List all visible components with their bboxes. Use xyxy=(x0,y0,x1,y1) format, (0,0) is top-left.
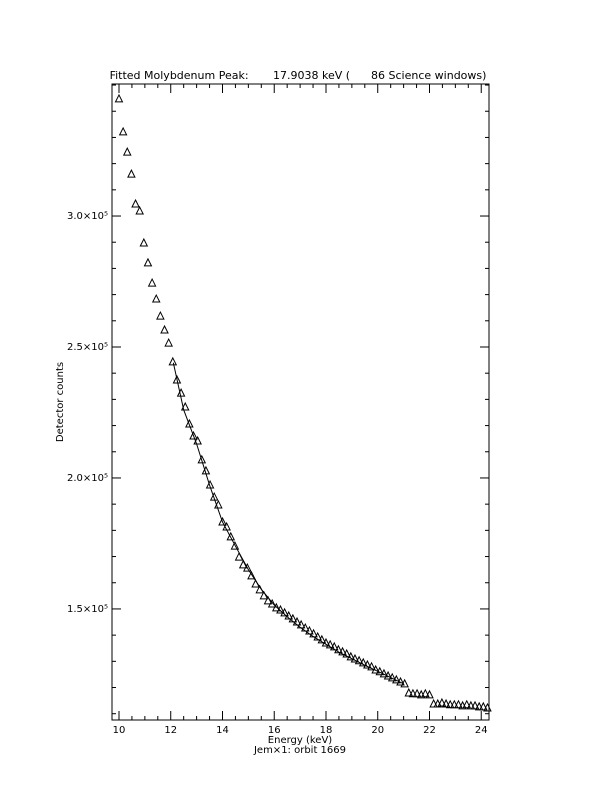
data-point xyxy=(160,324,169,334)
data-point xyxy=(445,699,455,709)
data-point xyxy=(180,401,190,411)
data-point xyxy=(317,634,327,644)
data-point xyxy=(478,701,488,711)
x-tick-label: 22 xyxy=(423,725,436,736)
fit-line xyxy=(172,362,404,685)
data-point xyxy=(454,699,463,709)
data-point xyxy=(425,689,434,699)
data-point xyxy=(168,356,178,366)
data-point xyxy=(334,644,343,654)
x-tick-label: 14 xyxy=(216,725,229,736)
data-point xyxy=(284,610,294,620)
data-point xyxy=(172,374,182,384)
data-point xyxy=(408,688,418,698)
data-point xyxy=(350,653,360,663)
data-point xyxy=(441,698,451,708)
x-tick-label: 18 xyxy=(320,725,333,736)
data-point xyxy=(267,598,277,608)
data-point xyxy=(325,639,335,649)
data-point xyxy=(338,646,347,656)
data-point xyxy=(147,277,157,287)
data-point xyxy=(437,697,447,707)
data-point xyxy=(321,637,331,647)
data-point xyxy=(189,430,198,440)
chart-title: Fitted Molybdenum Peak: 17.9038 keV ( 86… xyxy=(110,69,487,82)
y-tick-label: 1.5×10⁵ xyxy=(67,604,108,615)
y-axis-label: Detector counts xyxy=(55,362,66,442)
y-tick-label: 2.0×10⁵ xyxy=(67,473,108,484)
data-point xyxy=(151,293,161,303)
data-point xyxy=(483,702,492,712)
data-point xyxy=(193,435,202,445)
data-point xyxy=(429,698,438,708)
x-tick-label: 20 xyxy=(371,725,384,736)
data-point xyxy=(122,146,132,156)
data-point xyxy=(164,337,173,347)
data-point xyxy=(247,570,256,580)
data-point xyxy=(243,562,252,572)
data-point xyxy=(421,688,430,698)
y-tick-label: 2.5×10⁵ xyxy=(67,342,108,353)
data-point xyxy=(209,491,219,501)
data-point xyxy=(205,479,215,489)
data-point xyxy=(358,657,368,667)
data-point xyxy=(139,237,149,247)
data-point xyxy=(218,516,227,526)
data-point xyxy=(271,602,281,612)
data-point xyxy=(363,659,372,669)
x-tick-label: 10 xyxy=(113,725,126,736)
data-point xyxy=(156,310,165,320)
data-point xyxy=(404,687,414,697)
x-tick-label: 16 xyxy=(268,725,281,736)
data-point xyxy=(462,699,472,709)
data-point xyxy=(127,168,136,178)
data-point xyxy=(412,688,422,698)
x-axis-label: Energy (keV) xyxy=(268,735,333,746)
data-point xyxy=(474,701,484,711)
data-point xyxy=(354,655,364,665)
data-point xyxy=(131,198,140,208)
data-point xyxy=(226,531,236,541)
data-point xyxy=(329,641,339,651)
data-point xyxy=(197,454,207,464)
data-point xyxy=(450,699,459,709)
subtitle: Jem×1: orbit 1669 xyxy=(253,745,346,756)
data-point xyxy=(342,648,351,658)
data-point xyxy=(346,651,356,661)
data-point xyxy=(230,540,240,550)
y-tick-label: 3.0×10⁵ xyxy=(67,211,108,222)
data-point xyxy=(313,631,323,641)
data-point xyxy=(466,700,476,710)
x-tick-label: 24 xyxy=(475,725,488,736)
data-point xyxy=(367,661,376,671)
data-point xyxy=(114,93,124,103)
data-point xyxy=(470,700,480,710)
x-tick-label: 12 xyxy=(164,725,177,736)
data-point xyxy=(143,257,153,267)
data-point xyxy=(118,126,128,136)
data-point xyxy=(135,205,144,215)
data-point xyxy=(185,418,194,428)
